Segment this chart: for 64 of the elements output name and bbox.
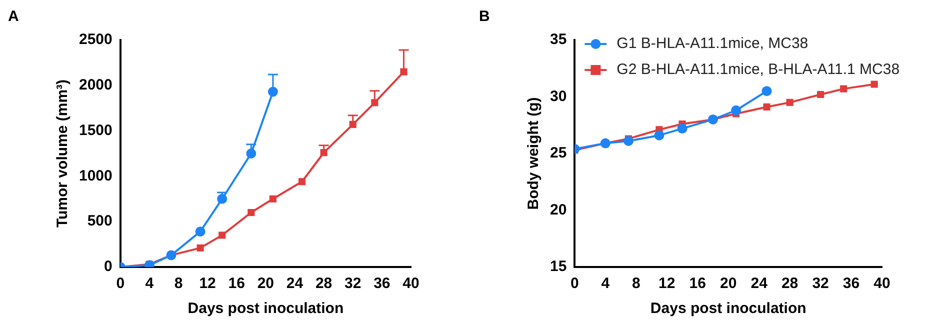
x-tick-label: 32 (812, 275, 829, 292)
x-tick-label: 4 (145, 275, 154, 292)
x-tick-label: 4 (601, 275, 610, 292)
y-tick-label: 500 (87, 212, 112, 230)
legend-label: G2 B-HLA-A11.1mice, B-HLA-A11.1 MC38 (616, 61, 900, 78)
point (246, 148, 256, 158)
x-tick-label: 36 (374, 275, 390, 292)
x-tick-label: 20 (257, 275, 274, 292)
point (269, 195, 276, 202)
point (320, 149, 328, 156)
y-tick-label: 20 (550, 201, 567, 218)
x-tick-label: 0 (116, 275, 125, 292)
x-tick-label: 32 (344, 275, 362, 292)
chart-title: B (479, 8, 490, 25)
point (248, 208, 255, 216)
y-tick-label: 0 (104, 258, 112, 276)
x-tick-label: 28 (781, 275, 798, 292)
point (840, 85, 848, 92)
point (623, 136, 634, 146)
x-tick-label: 16 (689, 275, 706, 292)
y-tick-label: 15 (550, 258, 567, 276)
y-tick-label: 35 (550, 31, 567, 48)
point (786, 98, 794, 106)
chart-title: A (8, 8, 19, 25)
y-tick-label: 25 (550, 144, 567, 162)
y-axis-title: Body weight (g) (525, 97, 542, 210)
point (763, 103, 770, 110)
point (196, 244, 204, 252)
x-tick-label: 8 (174, 275, 183, 292)
y-tick-label: 2000 (78, 76, 112, 94)
x-tick-label: 40 (874, 275, 890, 292)
x-tick-label: 24 (750, 275, 768, 292)
point (400, 68, 408, 76)
point (195, 226, 206, 237)
x-tick-label: 8 (632, 275, 640, 292)
y-tick-label: 30 (550, 88, 567, 105)
x-tick-label: 28 (315, 275, 332, 292)
x-tick-label: 20 (720, 275, 737, 292)
x-tick-label: 24 (286, 275, 304, 292)
point (268, 86, 278, 97)
x-tick-label: 36 (842, 275, 860, 292)
point (371, 99, 378, 106)
x-tick-label: 12 (658, 275, 676, 292)
point (677, 124, 688, 134)
point (298, 178, 306, 186)
y-axis-title: Tumor volume (mm³) (54, 79, 72, 228)
point (817, 90, 824, 98)
point (731, 105, 742, 116)
x-tick-label: 16 (228, 275, 245, 292)
x-axis-title: Days post inoculation (188, 300, 344, 318)
point (349, 120, 356, 128)
x-axis-title: Days post inoculation (650, 300, 806, 318)
x-tick-label: 12 (199, 275, 216, 292)
y-tick-label: 2500 (78, 31, 112, 48)
point (762, 86, 772, 96)
point (217, 194, 228, 204)
legend-label: G1 B-HLA-A11.1mice, MC38 (616, 35, 808, 52)
x-tick-label: 40 (402, 275, 420, 292)
x-tick-label: 0 (570, 275, 579, 292)
y-tick-label: 1000 (78, 167, 112, 184)
point (654, 130, 664, 140)
y-tick-label: 1500 (78, 122, 112, 139)
point (870, 80, 878, 88)
point (218, 232, 226, 239)
